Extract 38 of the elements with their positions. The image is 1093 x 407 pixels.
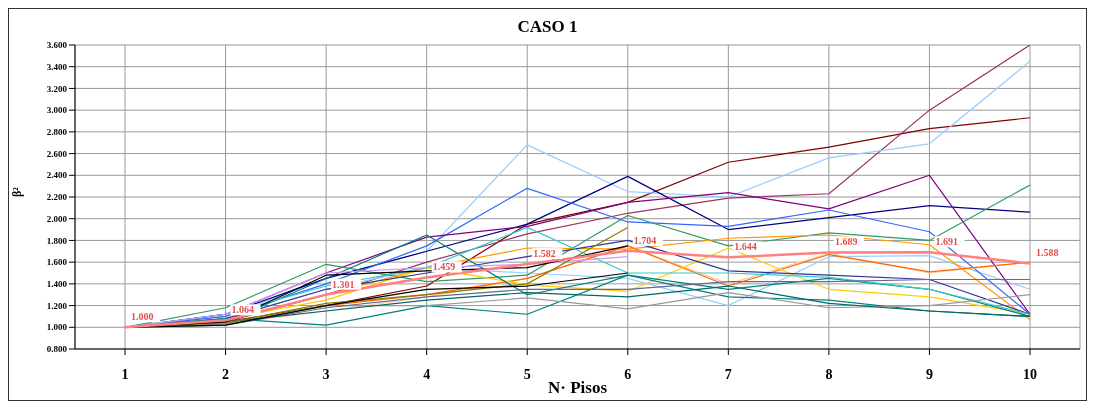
- x-tick-label: 4: [423, 366, 431, 382]
- y-tick-label: 3.600: [46, 40, 68, 51]
- y-tick-label: 1.000: [46, 322, 68, 333]
- y-tick-label: 1.200: [46, 300, 68, 311]
- data-label: 1.704: [633, 234, 657, 246]
- x-tick-label: 9: [925, 366, 933, 382]
- data-label: 1.691: [935, 236, 958, 248]
- y-axis-title: β²: [10, 186, 25, 197]
- y-tick-label: 3.000: [46, 105, 68, 116]
- data-label: 1.064: [231, 304, 255, 316]
- data-label: 1.301: [332, 278, 355, 290]
- x-tick-label: 10: [1023, 366, 1037, 382]
- data-label: 1.582: [533, 248, 556, 260]
- x-tick-label: 1: [121, 366, 129, 382]
- y-tick-label: 2.200: [46, 192, 68, 203]
- data-label: 1.689: [834, 236, 858, 248]
- x-tick-label: 2: [222, 366, 230, 382]
- x-tick-label: 7: [724, 366, 732, 382]
- data-label: 1.588: [1036, 247, 1059, 259]
- y-tick-label: 2.800: [46, 127, 68, 138]
- y-tick-label: 1.800: [46, 235, 68, 246]
- y-tick-label: 2.600: [46, 148, 68, 159]
- chart-title: CASO 1: [516, 17, 579, 38]
- data-label: 1.000: [131, 311, 154, 323]
- data-label: 1.644: [734, 241, 757, 253]
- y-tick-label: 3.400: [46, 61, 68, 72]
- y-tick-label: 2.400: [46, 170, 68, 181]
- data-label: 1.459: [432, 261, 456, 273]
- y-tick-label: 0.800: [46, 344, 68, 355]
- y-tick-label: 2.000: [46, 213, 68, 224]
- y-tick-label: 1.600: [46, 257, 68, 268]
- x-tick-label: 5: [523, 366, 531, 382]
- y-tick-label: 1.400: [46, 279, 68, 290]
- y-tick-label: 3.200: [46, 83, 68, 94]
- x-axis-title: N· Pisos: [547, 378, 608, 397]
- x-tick-label: 3: [322, 366, 330, 382]
- x-tick-label: 8: [825, 366, 833, 382]
- x-tick-label: 6: [624, 366, 632, 382]
